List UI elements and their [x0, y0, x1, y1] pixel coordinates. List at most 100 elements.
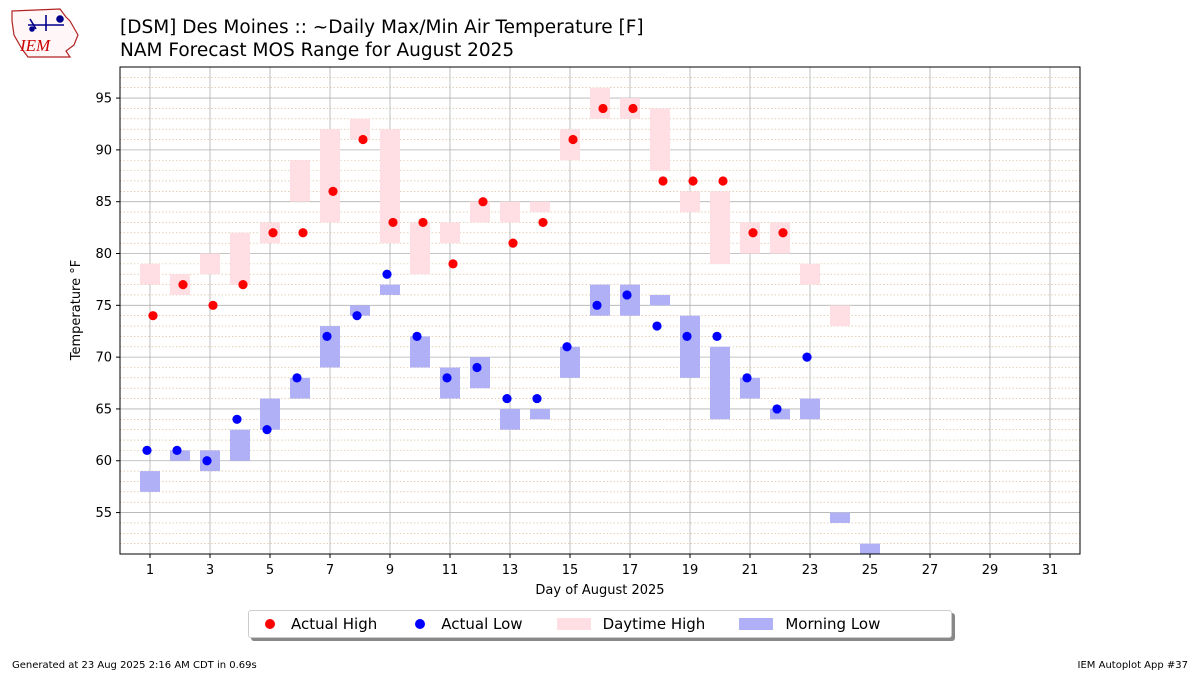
actual-high-point — [628, 103, 638, 114]
y-tick-label: 90 — [95, 143, 112, 158]
y-tick-label: 75 — [95, 299, 112, 314]
actual-high-point — [298, 228, 308, 238]
y-tick-label: 95 — [95, 92, 112, 107]
actual-high-point — [538, 217, 548, 228]
actual-low-point — [802, 352, 812, 362]
daytime-high-bar — [140, 263, 160, 285]
x-tick-label: 15 — [562, 563, 579, 578]
y-tick-label: 80 — [95, 247, 112, 262]
morning-low-bar — [530, 408, 550, 420]
daytime-high-bar — [500, 201, 520, 223]
x-tick-label: 5 — [266, 563, 274, 578]
legend-marker-actual-high — [265, 619, 275, 629]
x-tick-label: 17 — [622, 563, 639, 578]
actual-high-point — [658, 176, 668, 186]
chart-title: [DSM] Des Moines :: ~Daily Max/Min Air T… — [120, 17, 644, 38]
actual-low-point — [232, 414, 242, 424]
legend-label-daytime-high: Daytime High — [602, 615, 706, 633]
actual-low-point — [322, 331, 332, 342]
actual-low-point — [562, 342, 572, 352]
morning-low-bar — [740, 377, 760, 399]
morning-low-bar — [860, 543, 880, 554]
x-tick-label: 9 — [386, 563, 394, 578]
actual-high-point — [748, 228, 758, 238]
legend-label-actual-low: Actual Low — [441, 615, 523, 633]
daytime-high-bar — [590, 87, 610, 119]
actual-low-point — [352, 311, 362, 321]
x-axis: 1 3 5 7 9 11 13 15 17 19 21 23 25 27 29 31 — [146, 554, 1058, 578]
daytime-high-bar — [800, 263, 820, 285]
actual-high-point — [418, 217, 428, 228]
actual-low-points — [142, 269, 812, 466]
daytime-high-bar — [320, 129, 340, 223]
morning-low-bar — [560, 346, 580, 378]
morning-low-bar — [590, 284, 610, 316]
morning-low-bar — [710, 346, 730, 420]
actual-high-point — [148, 311, 158, 321]
plot-frame — [119, 66, 1081, 555]
legend-marker-actual-low — [415, 619, 426, 629]
logo-text: IEM — [19, 36, 51, 55]
actual-low-point — [742, 373, 752, 383]
footer-app: IEM Autoplot App #37 — [1077, 660, 1188, 671]
actual-high-points — [148, 103, 788, 321]
legend-patch-daytime-high — [556, 618, 591, 630]
morning-low-bars — [140, 284, 880, 554]
x-tick-label: 3 — [206, 563, 214, 578]
morning-low-bar — [440, 367, 460, 399]
legend-item-morning-low: Morning Low — [739, 615, 880, 633]
actual-low-point — [442, 373, 452, 383]
actual-high-point — [568, 134, 578, 145]
chart-subtitle: NAM Forecast MOS Range for August 2025 — [120, 40, 515, 61]
morning-low-bar — [320, 326, 340, 368]
morning-low-bar — [800, 398, 820, 420]
legend-label-actual-high: Actual High — [291, 615, 378, 633]
daytime-high-bar — [710, 191, 730, 264]
morning-low-bar — [620, 284, 640, 316]
x-tick-label: 11 — [442, 563, 459, 578]
morning-low-bar — [410, 336, 430, 368]
actual-high-point — [718, 176, 728, 186]
y-axis: 55 60 65 70 75 80 85 90 95 — [95, 92, 120, 521]
morning-low-bar — [140, 471, 160, 492]
actual-high-point — [358, 134, 368, 145]
actual-low-point — [772, 404, 782, 414]
actual-low-point — [262, 425, 272, 435]
actual-low-point — [202, 456, 212, 466]
daytime-high-bar — [230, 232, 250, 285]
x-axis-label: Day of August 2025 — [535, 583, 664, 598]
x-tick-label: 25 — [862, 563, 879, 578]
actual-low-point — [622, 290, 632, 300]
actual-high-point — [688, 176, 698, 186]
y-tick-label: 55 — [95, 506, 112, 521]
legend-label-morning-low: Morning Low — [785, 615, 881, 633]
morning-low-bar — [470, 357, 490, 389]
morning-low-bar — [170, 450, 190, 461]
actual-high-point — [328, 186, 338, 196]
daytime-high-bars — [140, 87, 850, 327]
actual-high-point — [598, 103, 608, 114]
y-axis-label: Temperature °F — [69, 260, 84, 361]
daytime-high-bar — [470, 201, 490, 223]
actual-low-point — [532, 393, 542, 404]
actual-high-point — [238, 279, 248, 290]
x-tick-label: 7 — [326, 563, 334, 578]
actual-high-point — [778, 228, 788, 238]
morning-low-bar — [680, 315, 700, 378]
y-tick-label: 60 — [95, 454, 112, 469]
daytime-high-bar — [440, 222, 460, 244]
legend-patch-morning-low — [739, 618, 774, 630]
x-tick-label: 31 — [1042, 563, 1059, 578]
legend: Actual High Actual Low Daytime High Morn… — [248, 610, 952, 638]
actual-high-point — [178, 279, 188, 290]
actual-low-point — [652, 321, 662, 331]
x-tick-label: 23 — [802, 563, 819, 578]
legend-item-daytime-high: Daytime High — [556, 615, 706, 633]
actual-high-point — [208, 300, 218, 310]
daytime-high-bar — [740, 222, 760, 254]
morning-low-bar — [500, 408, 520, 430]
actual-low-point — [682, 331, 692, 342]
daytime-high-bar — [680, 191, 700, 213]
morning-low-bar — [350, 305, 370, 316]
actual-high-point — [508, 238, 518, 248]
